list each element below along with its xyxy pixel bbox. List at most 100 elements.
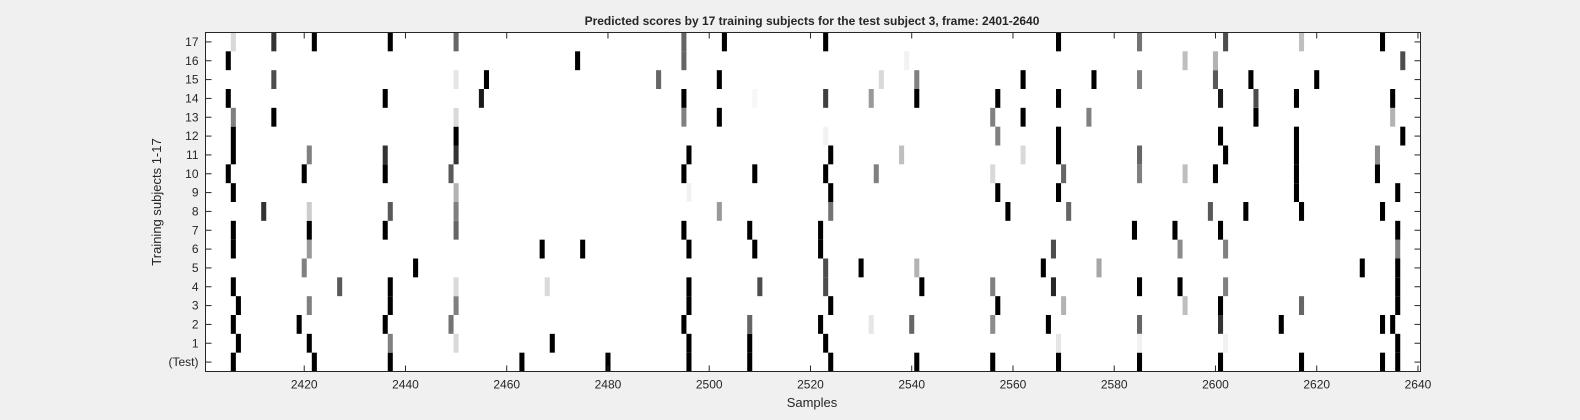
y-tick-label: 13: [185, 110, 199, 124]
heatmap-cell: [1131, 220, 1137, 240]
heatmap-cell: [1182, 51, 1188, 71]
y-tick-label: 8: [192, 204, 199, 218]
heatmap-cell: [1050, 277, 1056, 297]
heatmap-cell: [1293, 89, 1299, 108]
heatmap-cell: [261, 202, 267, 221]
heatmap-cell: [716, 70, 722, 89]
heatmap-cell: [230, 107, 236, 127]
heatmap-cell: [1223, 333, 1229, 353]
heatmap-cell: [1218, 352, 1224, 372]
heatmap-cell: [1374, 145, 1380, 165]
heatmap-cell: [1278, 315, 1284, 334]
heatmap-cells: [225, 32, 1406, 372]
heatmap-cell: [914, 89, 920, 108]
heatmap-cell: [914, 70, 920, 89]
heatmap-cell: [549, 333, 555, 353]
heatmap-cell: [904, 51, 910, 71]
heatmap-cell: [686, 145, 692, 165]
heatmap-cell: [387, 202, 393, 221]
heatmap-cell: [747, 315, 753, 334]
heatmap-cell: [1395, 352, 1401, 372]
heatmap-cell: [306, 145, 312, 165]
heatmap-cell: [1056, 126, 1062, 146]
heatmap-cell: [747, 333, 753, 353]
heatmap-cell: [1137, 277, 1143, 297]
heatmap-cell: [1395, 183, 1401, 202]
heatmap-cell: [1380, 352, 1386, 372]
heatmap-cell: [752, 239, 758, 259]
x-tick-label: 2520: [797, 378, 824, 392]
chart-title: Predicted scores by 17 training subjects…: [585, 14, 1040, 28]
heatmap-cell: [453, 126, 459, 146]
heatmap-cell: [306, 296, 312, 315]
heatmap-cell: [1137, 70, 1143, 89]
heatmap-cell: [1395, 239, 1401, 259]
heatmap-cell: [1137, 352, 1143, 372]
heatmap-cell: [230, 220, 236, 240]
heatmap-cell: [1207, 202, 1213, 221]
heatmap-cell: [686, 183, 692, 202]
x-tick-label: 2620: [1303, 378, 1330, 392]
heatmap-cell: [1299, 32, 1305, 52]
heatmap-cell: [225, 51, 231, 71]
heatmap-cell: [382, 220, 388, 240]
heatmap-cell: [478, 89, 484, 108]
heatmap-cell: [1056, 145, 1062, 165]
heatmap-cell: [747, 352, 753, 372]
heatmap-cell: [271, 70, 277, 89]
heatmap-cell: [914, 258, 920, 278]
heatmap-cell: [453, 333, 459, 353]
heatmap-cell: [823, 277, 829, 297]
heatmap-cell: [306, 220, 312, 240]
heatmap-cell: [1359, 258, 1365, 278]
heatmap-cell: [1218, 126, 1224, 146]
heatmap-cell: [1056, 32, 1062, 52]
heatmap-cell: [230, 239, 236, 259]
heatmap-cell: [382, 145, 388, 165]
heatmap-cell: [1005, 202, 1011, 221]
x-tick-label: 2480: [595, 378, 622, 392]
heatmap-cell: [1293, 164, 1299, 184]
heatmap-cell: [1137, 315, 1143, 334]
heatmap-cell: [1086, 107, 1092, 127]
heatmap-cell: [1395, 258, 1401, 278]
heatmap-cell: [235, 296, 241, 315]
heatmap-cell: [1293, 183, 1299, 202]
y-tick-label: 9: [192, 186, 199, 200]
heatmap-cell: [681, 32, 687, 52]
heatmap-cell: [686, 296, 692, 315]
heatmap-cell: [686, 333, 692, 353]
heatmap-cell: [453, 32, 459, 52]
heatmap-cell: [681, 220, 687, 240]
heatmap-cell: [681, 315, 687, 334]
heatmap-cell: [296, 315, 302, 334]
heatmap-cell: [681, 51, 687, 71]
heatmap-cell: [1045, 315, 1051, 334]
y-tick-label: 11: [186, 148, 199, 162]
x-tick-label: 2420: [291, 378, 318, 392]
heatmap-cell: [818, 239, 824, 259]
heatmap-cell: [1243, 202, 1249, 221]
heatmap-cell: [899, 145, 905, 165]
heatmap-cell: [823, 258, 829, 278]
heatmap-cell: [448, 164, 454, 184]
heatmap-cell: [605, 352, 611, 372]
heatmap-cell: [1248, 70, 1254, 89]
heatmap-cell: [909, 315, 915, 334]
heatmap-cell: [483, 70, 489, 89]
heatmap-cell: [1061, 164, 1067, 184]
heatmap-cell: [1182, 296, 1188, 315]
x-axis-title: Samples: [787, 395, 838, 410]
y-tick-label: 6: [192, 242, 199, 256]
heatmap-cell: [823, 333, 829, 353]
x-tick-label: 2540: [898, 378, 925, 392]
heatmap-cell: [1395, 220, 1401, 240]
heatmap-cell: [1020, 107, 1026, 127]
heatmap-cell: [1137, 333, 1143, 353]
heatmap-cell: [1253, 89, 1259, 108]
heatmap-cell: [1212, 164, 1218, 184]
heatmap-cell: [686, 277, 692, 297]
heatmap-cell: [990, 315, 996, 334]
heatmap-cell: [271, 107, 277, 127]
